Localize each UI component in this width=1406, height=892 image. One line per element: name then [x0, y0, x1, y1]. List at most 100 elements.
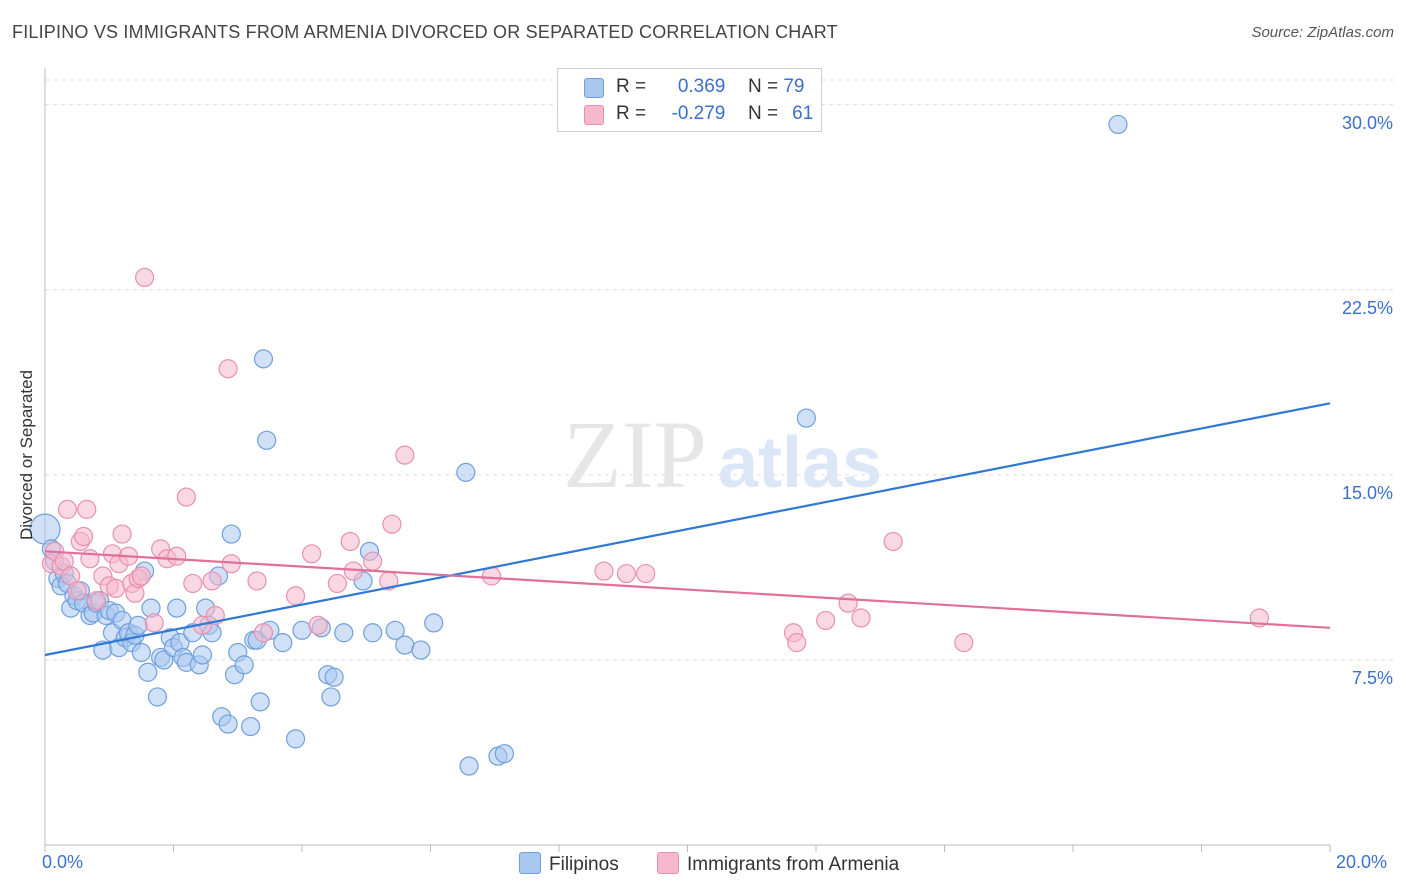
watermark-zip: ZIP [563, 401, 707, 508]
data-point [247, 571, 267, 591]
legend-swatch-pink [584, 105, 604, 125]
data-point [167, 598, 187, 618]
trend-lines [44, 402, 1331, 657]
data-point [395, 635, 415, 655]
data-point [302, 544, 322, 564]
data-point [456, 462, 476, 482]
data-point [796, 408, 816, 428]
data-point [192, 645, 213, 665]
data-point [1108, 114, 1128, 135]
data-point [851, 608, 871, 628]
data-point [334, 623, 354, 643]
correlation-legend: R = 0.369 N = 79 R = -0.279 N = 61 [557, 68, 822, 132]
y-axis-label: Divorced or Separated [17, 369, 36, 541]
chart-title: FILIPINO VS IMMIGRANTS FROM ARMENIA DIVO… [12, 22, 838, 42]
legend-r-label: R = [616, 76, 652, 97]
legend-n-label: N = [747, 103, 784, 124]
bottom-legend-armenia: Immigrants from Armenia [657, 852, 899, 876]
data-point [594, 561, 614, 581]
data-point [67, 581, 87, 601]
data-point [138, 662, 158, 682]
legend-r-label: R = [616, 103, 652, 124]
data-point [183, 573, 203, 594]
data-point [134, 267, 155, 288]
data-point [128, 615, 148, 635]
data-point [234, 655, 254, 675]
x-tick-label-max: 20.0% [1336, 852, 1388, 872]
data-point [787, 633, 807, 653]
data-point [363, 551, 383, 571]
bottom-legend-label: Immigrants from Armenia [687, 854, 900, 875]
legend-r-value: -0.279 [671, 103, 726, 124]
data-point [253, 349, 274, 369]
data-point [273, 633, 293, 653]
watermark-atlas: atlas [718, 423, 882, 503]
data-point [838, 593, 858, 613]
data-point [385, 620, 405, 640]
data-point [285, 729, 306, 749]
data-point [167, 546, 187, 566]
data-point [321, 687, 341, 707]
data-point [883, 531, 903, 552]
data-point [250, 692, 270, 712]
data-point [363, 623, 383, 643]
y-tick-label: 22.5% [1341, 297, 1393, 318]
y-tick-label: 7.5% [1351, 667, 1393, 688]
legend-r-value: 0.369 [677, 76, 726, 97]
data-point [285, 586, 306, 606]
data-point [494, 744, 514, 764]
data-point [77, 499, 97, 519]
bottom-legend-filipinos: Filipinos [519, 852, 619, 876]
series-filipinos-points [29, 114, 1128, 776]
data-point [241, 716, 261, 737]
bottom-legend-swatch-blue [519, 852, 541, 874]
data-point [112, 524, 132, 544]
data-point [73, 526, 94, 547]
data-point [131, 642, 151, 663]
grid-lines [45, 79, 1393, 661]
legend-n-value: 61 [792, 103, 814, 124]
axes [44, 68, 1331, 852]
data-point [340, 531, 360, 552]
data-point [816, 610, 836, 631]
x-tick-label-min: 0.0% [42, 852, 84, 872]
bottom-legend-label: Filipinos [549, 854, 619, 875]
y-tick-label: 15.0% [1341, 482, 1393, 503]
data-point [144, 613, 164, 633]
data-point [395, 445, 415, 465]
data-point [636, 563, 656, 584]
data-point [327, 573, 347, 594]
y-tick-label: 30.0% [1341, 112, 1393, 133]
trend-line-filipinos [44, 402, 1331, 657]
legend-n-label: N = [747, 76, 784, 97]
legend-swatch-blue [584, 78, 604, 98]
data-point [253, 623, 274, 643]
data-point [954, 633, 974, 653]
data-point [411, 640, 431, 660]
data-point [176, 487, 196, 507]
legend-n-value: 79 [783, 76, 805, 97]
data-point [292, 620, 312, 640]
bottom-legend-swatch-pink [657, 852, 679, 874]
data-point [382, 514, 402, 534]
data-point [308, 615, 328, 635]
data-point [459, 756, 479, 776]
data-point [86, 591, 107, 611]
data-point [616, 563, 637, 584]
series-armenia-points [41, 267, 1269, 653]
data-point [257, 430, 277, 450]
data-point [218, 359, 238, 379]
data-point [324, 667, 344, 687]
data-point [218, 714, 238, 734]
data-point [221, 524, 241, 544]
data-point [424, 613, 444, 633]
data-point [202, 571, 222, 591]
data-point [57, 499, 78, 519]
data-point [80, 549, 100, 569]
source-label: Source: ZipAtlas.com [1251, 24, 1394, 41]
watermark: ZIP atlas [563, 401, 882, 508]
data-point [106, 578, 126, 598]
data-point [147, 687, 168, 707]
data-point [131, 566, 151, 586]
